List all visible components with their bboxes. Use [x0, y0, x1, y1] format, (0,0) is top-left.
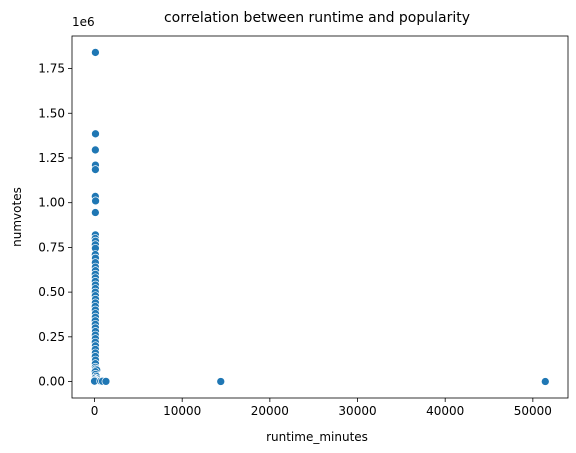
- y-axis-label: numvotes: [10, 187, 24, 247]
- data-point: [91, 196, 100, 206]
- y-tick-label: 1.00: [38, 196, 65, 210]
- y-tick-label: 1.25: [38, 151, 65, 165]
- data-point: [91, 48, 100, 57]
- data-point: [91, 208, 100, 217]
- data-point: [91, 129, 100, 139]
- y-tick-label: 1.75: [38, 62, 65, 76]
- y-tick-label: 0.75: [38, 240, 65, 254]
- plot-area: [90, 48, 550, 386]
- x-tick-label: 0: [91, 404, 99, 418]
- y-tick-label: 0.50: [38, 285, 65, 299]
- x-tick-label: 50000: [514, 404, 552, 418]
- x-axis-ticks: 0 10000 20000 30000 40000 50000: [91, 398, 552, 418]
- x-tick-label: 30000: [338, 404, 376, 418]
- y-tick-label: 0.25: [38, 330, 65, 344]
- x-axis-label: runtime_minutes: [266, 430, 368, 444]
- y-tick-label: 1.50: [38, 106, 65, 120]
- data-point: [540, 377, 550, 386]
- y-axis-offset-text: 1e6: [72, 15, 95, 29]
- y-axis-ticks: 0.00 0.25 0.50 0.75 1.00 1.25 1.50 1.75: [38, 62, 72, 389]
- data-point: [91, 165, 100, 174]
- chart-title: correlation between runtime and populari…: [164, 10, 470, 26]
- data-point: [101, 377, 111, 386]
- x-tick-label: 40000: [426, 404, 464, 418]
- x-tick-label: 10000: [163, 404, 201, 418]
- data-point: [91, 145, 100, 155]
- y-tick-label: 0.00: [38, 375, 65, 389]
- data-points: [90, 48, 550, 386]
- x-tick-label: 20000: [251, 404, 289, 418]
- axes-frame: [71, 35, 569, 399]
- data-point: [216, 377, 226, 386]
